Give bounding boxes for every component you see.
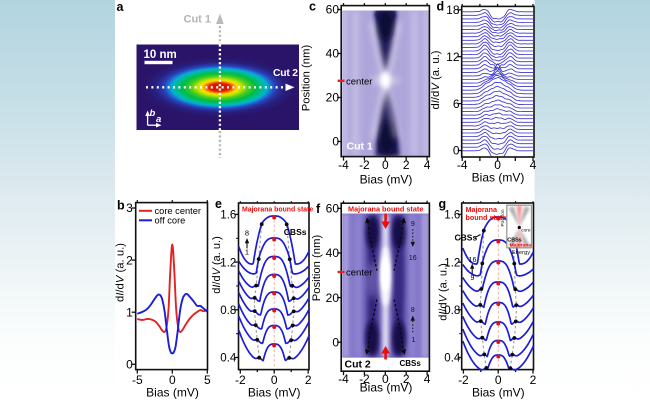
svg-text:4: 4 bbox=[530, 158, 537, 172]
svg-text:-4: -4 bbox=[338, 158, 349, 172]
svg-text:60: 60 bbox=[326, 3, 340, 17]
svg-text:g: g bbox=[439, 197, 447, 211]
svg-text:b: b bbox=[150, 108, 156, 119]
svg-text:core: core bbox=[521, 228, 531, 234]
svg-text:Position: Position bbox=[500, 209, 506, 226]
svg-text:f: f bbox=[316, 202, 321, 216]
svg-text:5: 5 bbox=[204, 373, 211, 387]
svg-text:-4: -4 bbox=[338, 372, 349, 386]
svg-text:Position (nm): Position (nm) bbox=[311, 234, 323, 301]
svg-text:dI/dV (a. u.): dI/dV (a. u.) bbox=[115, 243, 127, 302]
svg-text:0: 0 bbox=[382, 158, 389, 172]
svg-text:CBSs: CBSs bbox=[284, 227, 307, 237]
svg-text:Bias (mV): Bias (mV) bbox=[360, 381, 413, 395]
svg-text:16: 16 bbox=[469, 257, 477, 264]
svg-text:0.8: 0.8 bbox=[444, 305, 460, 317]
svg-text:-4: -4 bbox=[457, 158, 468, 172]
svg-text:Cut 1: Cut 1 bbox=[347, 141, 373, 153]
svg-text:-2: -2 bbox=[458, 373, 469, 387]
svg-text:0: 0 bbox=[271, 373, 278, 387]
svg-text:2: 2 bbox=[403, 158, 410, 172]
svg-text:4: 4 bbox=[424, 158, 431, 172]
svg-text:Bias (mV): Bias (mV) bbox=[472, 386, 525, 400]
svg-text:Cut 2: Cut 2 bbox=[273, 68, 298, 79]
svg-text:1.2: 1.2 bbox=[444, 257, 460, 269]
svg-text:-2: -2 bbox=[359, 372, 370, 386]
svg-text:1: 1 bbox=[412, 337, 416, 344]
svg-text:60: 60 bbox=[326, 202, 340, 216]
svg-text:Majorana: Majorana bbox=[510, 243, 532, 249]
svg-text:Bias (mV): Bias (mV) bbox=[360, 173, 413, 187]
svg-text:Position (nm): Position (nm) bbox=[301, 44, 313, 111]
svg-text:Cut 1: Cut 1 bbox=[184, 13, 212, 25]
svg-text:0.4: 0.4 bbox=[220, 353, 237, 365]
svg-text:9: 9 bbox=[471, 275, 475, 282]
svg-text:20: 20 bbox=[326, 91, 340, 105]
svg-text:b: b bbox=[117, 199, 125, 213]
svg-text:0.4: 0.4 bbox=[444, 353, 461, 365]
svg-text:12: 12 bbox=[446, 50, 460, 64]
svg-text:1.6: 1.6 bbox=[444, 210, 460, 222]
svg-text:-2: -2 bbox=[235, 373, 246, 387]
svg-text:-5: -5 bbox=[132, 373, 143, 387]
svg-text:40: 40 bbox=[326, 47, 340, 61]
svg-text:center: center bbox=[346, 268, 372, 279]
svg-text:0: 0 bbox=[126, 358, 133, 372]
svg-text:8: 8 bbox=[245, 229, 249, 238]
svg-text:1: 1 bbox=[126, 305, 133, 319]
svg-text:dI/dV (a. u.): dI/dV (a. u.) bbox=[430, 50, 442, 109]
svg-text:Bias (mV): Bias (mV) bbox=[472, 170, 525, 184]
svg-text:0.8: 0.8 bbox=[220, 305, 236, 317]
svg-text:10 nm: 10 nm bbox=[144, 49, 177, 61]
svg-text:6: 6 bbox=[453, 97, 460, 111]
svg-text:9: 9 bbox=[411, 221, 415, 228]
svg-text:1.6: 1.6 bbox=[220, 210, 236, 222]
svg-text:dI/dV (a. u.): dI/dV (a. u.) bbox=[438, 263, 450, 321]
svg-text:8: 8 bbox=[411, 307, 415, 314]
svg-text:3: 3 bbox=[126, 201, 133, 215]
svg-text:CBSs: CBSs bbox=[400, 359, 422, 368]
svg-text:0: 0 bbox=[332, 135, 339, 149]
svg-text:0: 0 bbox=[494, 158, 501, 172]
svg-text:0: 0 bbox=[382, 372, 389, 386]
svg-text:core center: core center bbox=[155, 206, 202, 216]
svg-text:CBSs: CBSs bbox=[455, 233, 478, 243]
svg-text:-2: -2 bbox=[359, 158, 370, 172]
svg-text:a: a bbox=[117, 0, 125, 14]
svg-text:a: a bbox=[156, 114, 161, 125]
svg-text:Majorana bound state: Majorana bound state bbox=[242, 206, 313, 213]
svg-text:0: 0 bbox=[495, 373, 502, 387]
svg-text:16: 16 bbox=[409, 255, 417, 262]
svg-text:Bias (mV): Bias (mV) bbox=[146, 386, 199, 400]
svg-text:2: 2 bbox=[530, 373, 537, 387]
svg-text:dI/dV (a. u.): dI/dV (a. u.) bbox=[211, 236, 223, 294]
svg-text:4: 4 bbox=[424, 372, 431, 386]
svg-text:center: center bbox=[346, 76, 372, 87]
svg-text:2: 2 bbox=[403, 372, 410, 386]
svg-text:Majorana bound state: Majorana bound state bbox=[348, 204, 423, 213]
svg-text:bound state: bound state bbox=[466, 213, 507, 222]
svg-text:40: 40 bbox=[326, 246, 340, 260]
svg-text:Bias (mV): Bias (mV) bbox=[248, 386, 301, 400]
svg-text:Majorana: Majorana bbox=[466, 205, 499, 214]
svg-text:d: d bbox=[437, 0, 445, 14]
svg-text:18: 18 bbox=[446, 3, 460, 17]
svg-text:1: 1 bbox=[245, 248, 249, 257]
svg-text:CBSs: CBSs bbox=[507, 237, 521, 243]
svg-text:Cut 2: Cut 2 bbox=[345, 358, 371, 370]
svg-text:1.2: 1.2 bbox=[220, 257, 236, 269]
svg-text:c: c bbox=[309, 0, 316, 14]
svg-text:0: 0 bbox=[332, 335, 339, 349]
svg-text:off core: off core bbox=[155, 215, 186, 225]
svg-text:Energy: Energy bbox=[512, 250, 530, 256]
svg-text:2: 2 bbox=[305, 373, 312, 387]
svg-text:0: 0 bbox=[453, 144, 460, 158]
svg-text:20: 20 bbox=[326, 291, 340, 305]
svg-text:e: e bbox=[215, 197, 222, 211]
svg-text:2: 2 bbox=[126, 253, 133, 267]
svg-text:0: 0 bbox=[169, 373, 176, 387]
